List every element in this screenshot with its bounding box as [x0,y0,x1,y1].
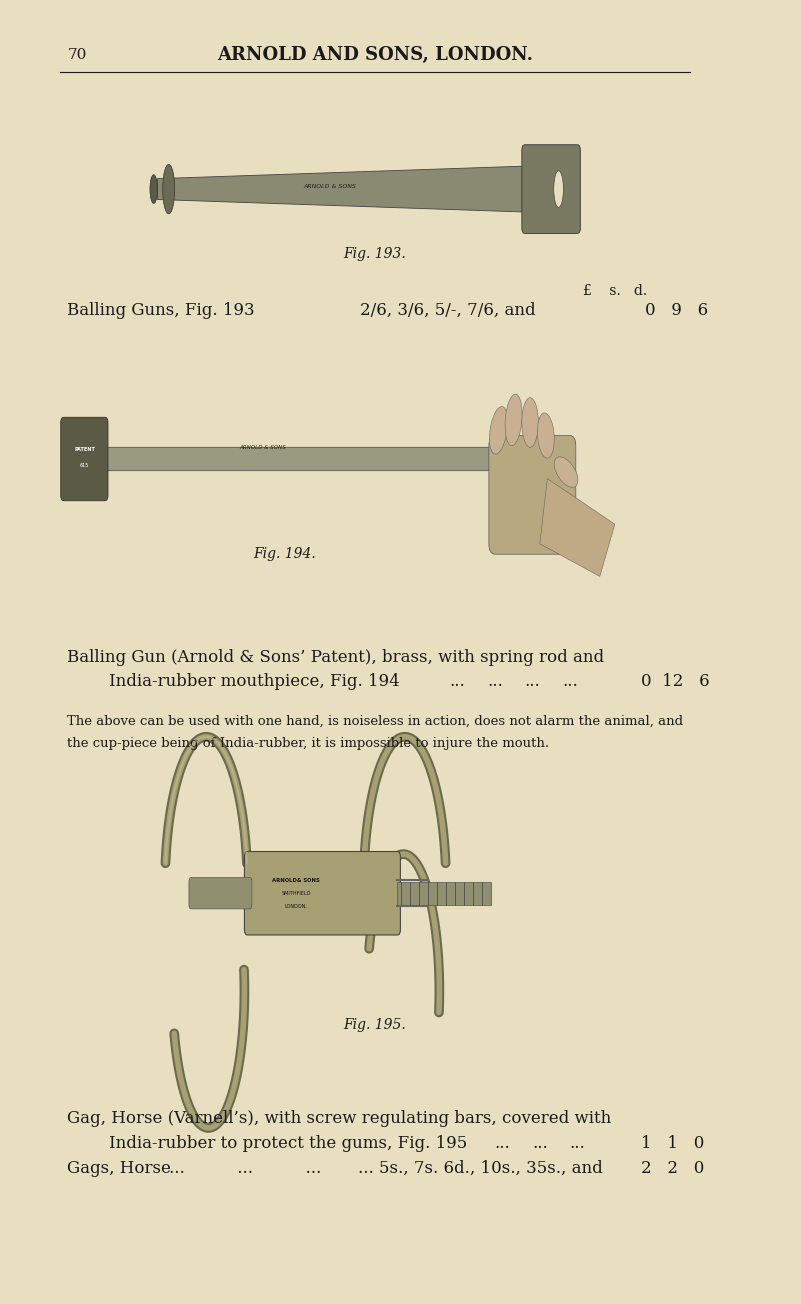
Text: 2   2   0: 2 2 0 [641,1159,704,1178]
Ellipse shape [505,394,522,446]
Text: Gags, Horse: Gags, Horse [67,1159,171,1178]
Ellipse shape [489,407,508,454]
Text: ARNOLD & SONS: ARNOLD & SONS [304,184,356,189]
FancyBboxPatch shape [189,878,252,909]
Text: India-rubber to protect the gums, Fig. 195: India-rubber to protect the gums, Fig. 1… [109,1134,467,1153]
Text: 70: 70 [67,48,87,61]
Text: ARNOLD AND SONS, LONDON.: ARNOLD AND SONS, LONDON. [217,46,533,64]
Text: PATENT: PATENT [74,447,95,452]
Text: 2/6, 3/6, 5/-, 7/6, and: 2/6, 3/6, 5/-, 7/6, and [360,301,536,319]
Text: ...: ... [570,1134,586,1153]
Text: 0   9   6: 0 9 6 [645,301,708,319]
FancyBboxPatch shape [397,882,491,905]
Ellipse shape [553,171,563,207]
Text: Balling Guns, Fig. 193: Balling Guns, Fig. 193 [67,301,255,319]
Text: Fig. 193.: Fig. 193. [344,248,406,261]
Text: Balling Gun (Arnold & Sons’ Patent), brass, with spring rod and: Balling Gun (Arnold & Sons’ Patent), bra… [67,648,605,666]
FancyBboxPatch shape [521,145,581,233]
Ellipse shape [554,456,578,488]
Ellipse shape [163,164,175,214]
FancyBboxPatch shape [74,447,497,471]
Polygon shape [540,479,615,576]
FancyBboxPatch shape [61,417,108,501]
Text: ...: ... [533,1134,548,1153]
Text: Gag, Horse (Varnell’s), with screw regulating bars, covered with: Gag, Horse (Varnell’s), with screw regul… [67,1110,612,1128]
Text: £    s.   d.: £ s. d. [583,284,647,297]
Text: SMITHFIELD: SMITHFIELD [281,891,311,896]
FancyBboxPatch shape [244,852,400,935]
Text: ...          ...          ...       ... 5s., 7s. 6d., 10s., 35s., and: ... ... ... ... 5s., 7s. 6d., 10s., 35s.… [169,1159,602,1178]
Text: ...: ... [525,673,541,691]
Text: ...: ... [562,673,578,691]
Text: 0  12   6: 0 12 6 [641,673,710,691]
Ellipse shape [521,398,538,447]
Text: ...: ... [450,673,465,691]
Text: The above can be used with one hand, is noiseless in action, does not alarm the : The above can be used with one hand, is … [67,715,683,728]
Polygon shape [158,166,540,213]
Text: ARNOLD& SONS: ARNOLD& SONS [272,878,320,883]
Text: ARNOLD & SONS: ARNOLD & SONS [239,445,286,450]
Text: India-rubber mouthpiece, Fig. 194: India-rubber mouthpiece, Fig. 194 [109,673,400,691]
Text: Fig. 195.: Fig. 195. [344,1018,406,1031]
Text: 615: 615 [80,463,90,468]
Ellipse shape [537,413,554,458]
Text: 1   1   0: 1 1 0 [641,1134,704,1153]
Text: the cup-piece being of India-rubber, it is impossible to injure the mouth.: the cup-piece being of India-rubber, it … [67,737,549,750]
Ellipse shape [150,175,158,203]
Text: LONDON.: LONDON. [284,904,308,909]
Text: ...: ... [487,673,503,691]
Text: Fig. 194.: Fig. 194. [254,548,316,561]
FancyBboxPatch shape [489,436,576,554]
Text: ...: ... [495,1134,510,1153]
